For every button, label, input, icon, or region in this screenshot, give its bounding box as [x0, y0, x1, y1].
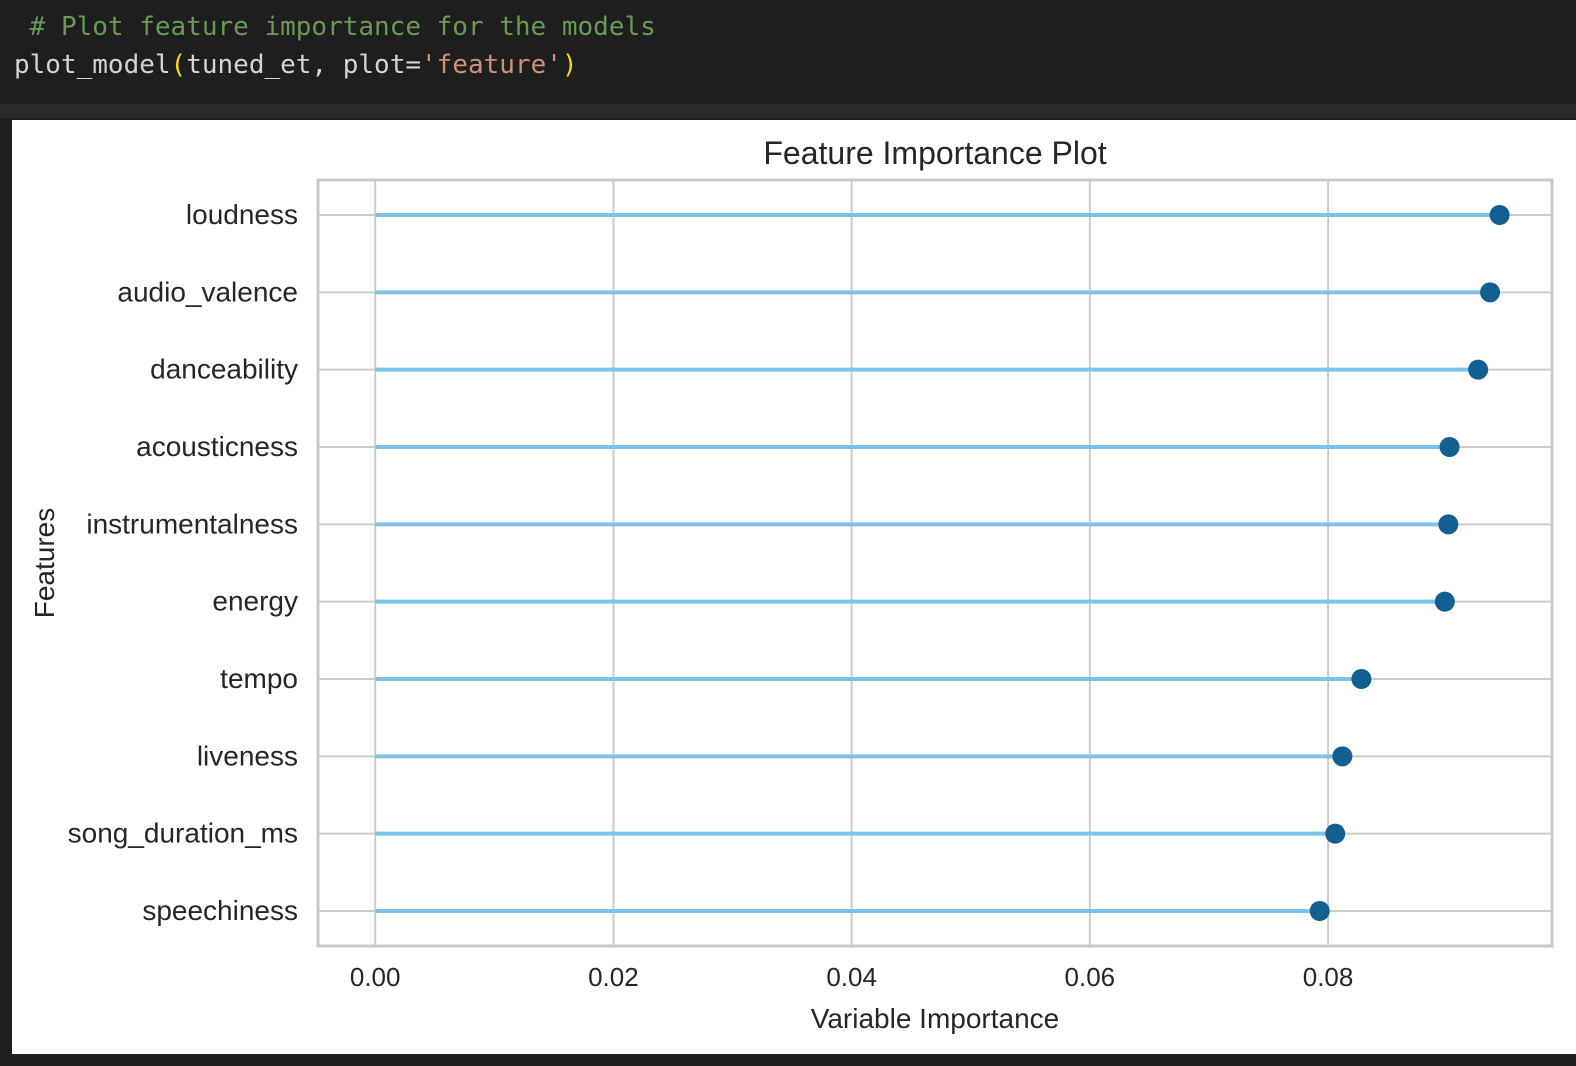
importance-marker: [1325, 823, 1346, 844]
cell-divider: [0, 104, 1576, 118]
code-call: plot_model(tuned_et, plot='feature'): [14, 50, 578, 80]
x-tick-label: 0.00: [350, 962, 401, 992]
code-arguments: tuned_et, plot=: [186, 50, 422, 80]
code-comment: # Plot feature importance for the models: [14, 12, 656, 42]
importance-marker: [1439, 437, 1460, 457]
feature-tick-label: liveness: [197, 740, 298, 771]
plot-frame: [316, 178, 1554, 948]
code-string-literal: 'feature': [421, 50, 562, 80]
x-tick-label: 0.04: [826, 962, 877, 992]
importance-marker: [1438, 514, 1459, 535]
feature-tick-label: acousticness: [136, 431, 298, 462]
grid-lines: [318, 180, 1552, 946]
feature-importance-chart: 0.00 0.02 0.04 0.06 0.08 loudness audio_valenc…: [29, 135, 1554, 1034]
feature-tick-label: speechiness: [142, 895, 298, 926]
feature-tick-label: instrumentalness: [86, 508, 298, 539]
importance-marker: [1480, 282, 1501, 303]
y-axis-label: Features: [29, 508, 60, 619]
chart-labels: 0.00 0.02 0.04 0.06 0.08 loudness audio_valenc…: [68, 199, 1354, 992]
x-tick-label: 0.08: [1303, 962, 1354, 992]
code-close-paren: ): [561, 50, 578, 80]
importance-marker: [1309, 901, 1330, 921]
chart-title: Feature Importance Plot: [763, 135, 1106, 171]
feature-tick-label: energy: [212, 586, 298, 617]
x-tick-label: 0.06: [1065, 962, 1116, 992]
code-cell[interactable]: # Plot feature importance for the models…: [0, 0, 1576, 104]
feature-tick-label: song_duration_ms: [68, 818, 298, 849]
feature-tick-label: loudness: [186, 199, 298, 230]
code-function-name: plot_model: [14, 50, 171, 80]
importance-marker: [1434, 591, 1455, 612]
x-axis-label: Variable Importance: [811, 1003, 1060, 1034]
chart-marks: [375, 205, 1510, 921]
code-open-paren: (: [170, 50, 187, 80]
importance-marker: [1489, 205, 1510, 225]
cell-output: 0.00 0.02 0.04 0.06 0.08 loudness audio_valenc…: [12, 120, 1576, 1054]
feature-tick-label: tempo: [220, 663, 298, 694]
feature-tick-label: audio_valence: [117, 276, 298, 307]
x-tick-label: 0.02: [588, 962, 639, 992]
importance-marker: [1332, 746, 1353, 767]
feature-tick-label: danceability: [150, 354, 298, 385]
importance-marker: [1351, 669, 1372, 689]
importance-marker: [1468, 359, 1489, 380]
